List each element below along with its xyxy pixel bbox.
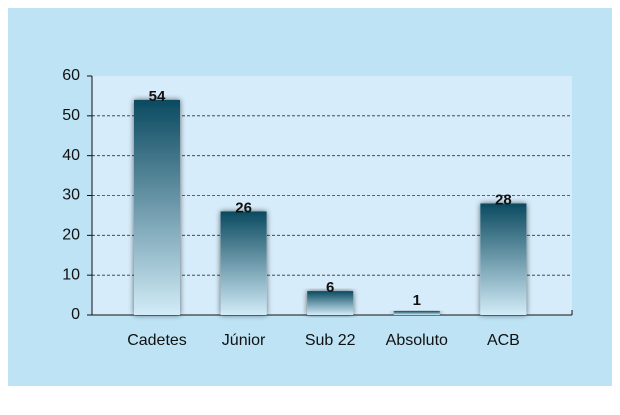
bar [307, 291, 354, 315]
y-tick-label: 50 [62, 107, 80, 124]
bar [480, 203, 527, 315]
value-label: 6 [326, 279, 334, 296]
value-label: 54 [149, 88, 166, 105]
y-tick-label: 30 [62, 187, 80, 204]
value-label: 1 [413, 292, 421, 309]
y-tick-label: 60 [62, 67, 80, 84]
bar [393, 311, 440, 315]
bar [220, 211, 267, 315]
bar [134, 99, 180, 316]
y-tick-label: 40 [62, 147, 80, 164]
x-tick-label: ACB [487, 332, 520, 349]
value-label: 28 [495, 191, 512, 208]
y-tick-label: 20 [62, 227, 80, 244]
y-tick-label: 10 [62, 266, 80, 283]
value-label: 26 [235, 199, 252, 216]
x-tick-label: Júnior [222, 332, 266, 349]
x-tick-label: Cadetes [127, 332, 187, 349]
x-tick-label: Sub 22 [305, 332, 356, 349]
y-tick-label: 0 [71, 306, 80, 323]
x-tick-label: Absoluto [386, 332, 448, 349]
